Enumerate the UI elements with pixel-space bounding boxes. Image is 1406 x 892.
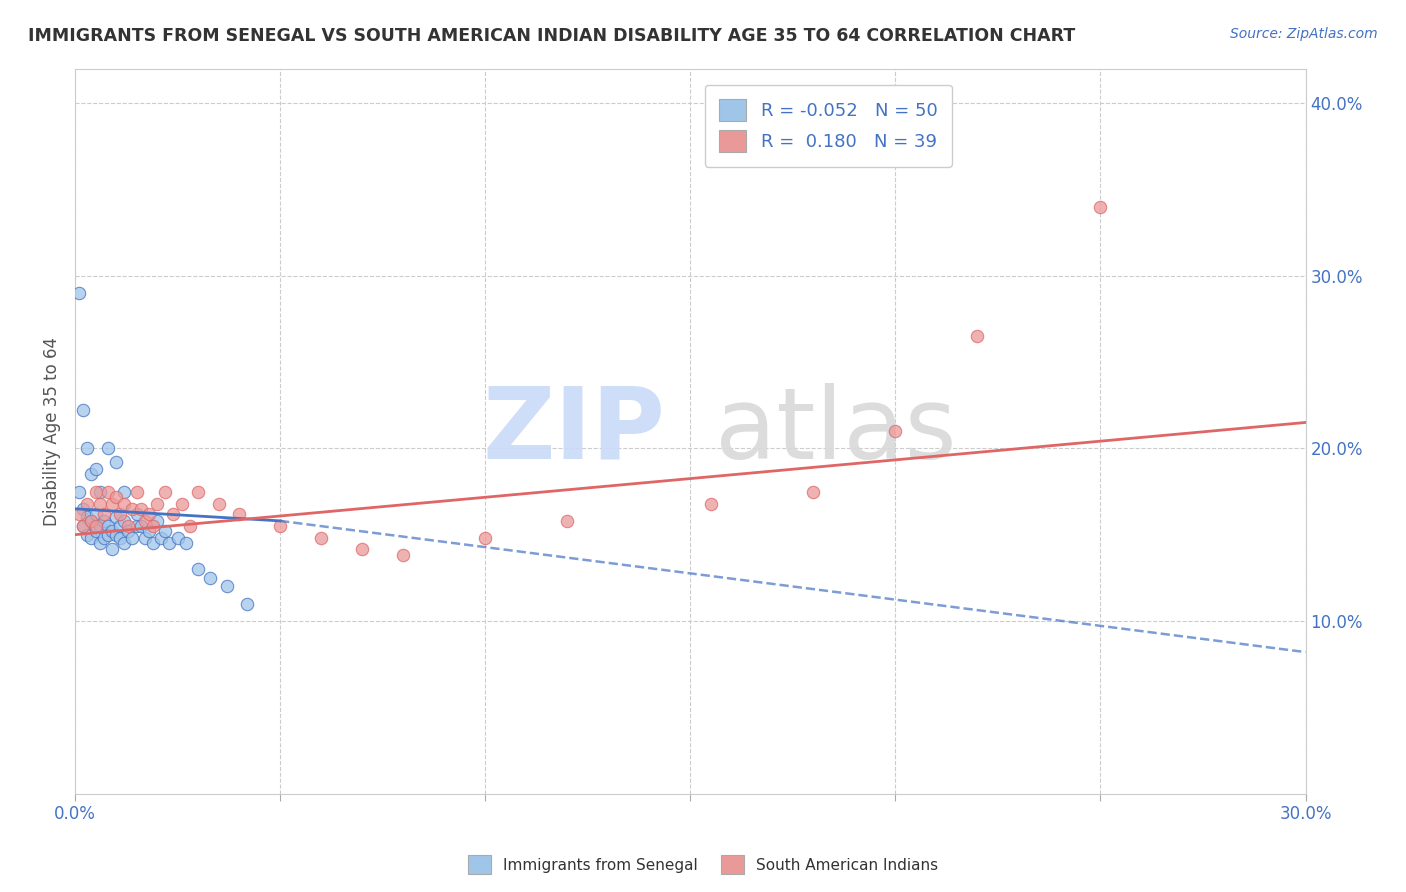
Point: [84, 524, 107, 539]
Point: [97, 527, 120, 541]
Point: [76, 527, 98, 541]
Point: [80, 514, 103, 528]
Point: [93, 514, 115, 528]
Point: [93, 507, 115, 521]
Point: [101, 541, 124, 556]
Point: [121, 501, 143, 516]
Point: [80, 514, 103, 528]
Point: [89, 536, 111, 550]
Point: [801, 484, 824, 499]
Point: [67, 507, 90, 521]
Legend: R = -0.052   N = 50, R =  0.180   N = 39: R = -0.052 N = 50, R = 0.180 N = 39: [704, 85, 952, 167]
Point: [89, 519, 111, 533]
Point: [207, 497, 229, 511]
Point: [174, 536, 197, 550]
Point: [155, 484, 177, 499]
Point: [134, 531, 156, 545]
Point: [80, 531, 103, 545]
Point: [84, 507, 107, 521]
Point: [187, 484, 209, 499]
Point: [309, 531, 332, 545]
Point: [108, 531, 131, 545]
Point: [89, 497, 111, 511]
Point: [555, 514, 578, 528]
Point: [76, 442, 98, 456]
Point: [93, 531, 115, 545]
Y-axis label: Disability Age 35 to 64: Disability Age 35 to 64: [44, 336, 60, 525]
Point: [200, 571, 222, 585]
Point: [215, 579, 238, 593]
Point: [112, 514, 135, 528]
Point: [129, 519, 152, 533]
Point: [146, 497, 169, 511]
Text: Source: ZipAtlas.com: Source: ZipAtlas.com: [1230, 27, 1378, 41]
Point: [105, 455, 128, 469]
Point: [108, 507, 131, 521]
Point: [179, 519, 201, 533]
Point: [125, 507, 148, 521]
Point: [155, 524, 177, 539]
Point: [84, 462, 107, 476]
Point: [97, 519, 120, 533]
Text: atlas: atlas: [714, 383, 956, 480]
Point: [80, 467, 103, 482]
Point: [187, 562, 209, 576]
Point: [108, 519, 131, 533]
Point: [112, 497, 135, 511]
Point: [352, 541, 374, 556]
Legend: Immigrants from Senegal, South American Indians: Immigrants from Senegal, South American …: [461, 849, 945, 880]
Point: [89, 484, 111, 499]
Point: [112, 536, 135, 550]
Point: [157, 536, 180, 550]
Point: [146, 514, 169, 528]
Point: [121, 531, 143, 545]
Point: [76, 497, 98, 511]
Point: [101, 524, 124, 539]
Point: [134, 514, 156, 528]
Point: [142, 536, 165, 550]
Point: [101, 497, 124, 511]
Point: [966, 329, 988, 343]
Point: [884, 424, 907, 438]
Point: [72, 519, 94, 533]
Text: IMMIGRANTS FROM SENEGAL VS SOUTH AMERICAN INDIAN DISABILITY AGE 35 TO 64 CORRELA: IMMIGRANTS FROM SENEGAL VS SOUTH AMERICA…: [28, 27, 1076, 45]
Point: [474, 531, 496, 545]
Point: [162, 507, 184, 521]
Point: [97, 484, 120, 499]
Point: [67, 285, 90, 300]
Point: [142, 519, 165, 533]
Point: [125, 519, 148, 533]
Point: [76, 510, 98, 524]
Point: [166, 531, 188, 545]
Point: [138, 524, 160, 539]
Point: [228, 507, 250, 521]
Point: [269, 519, 291, 533]
Point: [72, 519, 94, 533]
Point: [112, 484, 135, 499]
Point: [105, 527, 128, 541]
Point: [392, 549, 415, 563]
Point: [129, 501, 152, 516]
Point: [170, 497, 193, 511]
Point: [72, 403, 94, 417]
Point: [1090, 200, 1112, 214]
Point: [117, 519, 139, 533]
Point: [97, 442, 120, 456]
Point: [72, 501, 94, 516]
Point: [236, 597, 259, 611]
Point: [138, 507, 160, 521]
Point: [117, 524, 139, 539]
Point: [125, 484, 148, 499]
Point: [700, 497, 723, 511]
Point: [150, 531, 173, 545]
Point: [105, 490, 128, 504]
Text: ZIP: ZIP: [482, 383, 665, 480]
Point: [84, 484, 107, 499]
Point: [84, 519, 107, 533]
Point: [67, 484, 90, 499]
Point: [105, 510, 128, 524]
